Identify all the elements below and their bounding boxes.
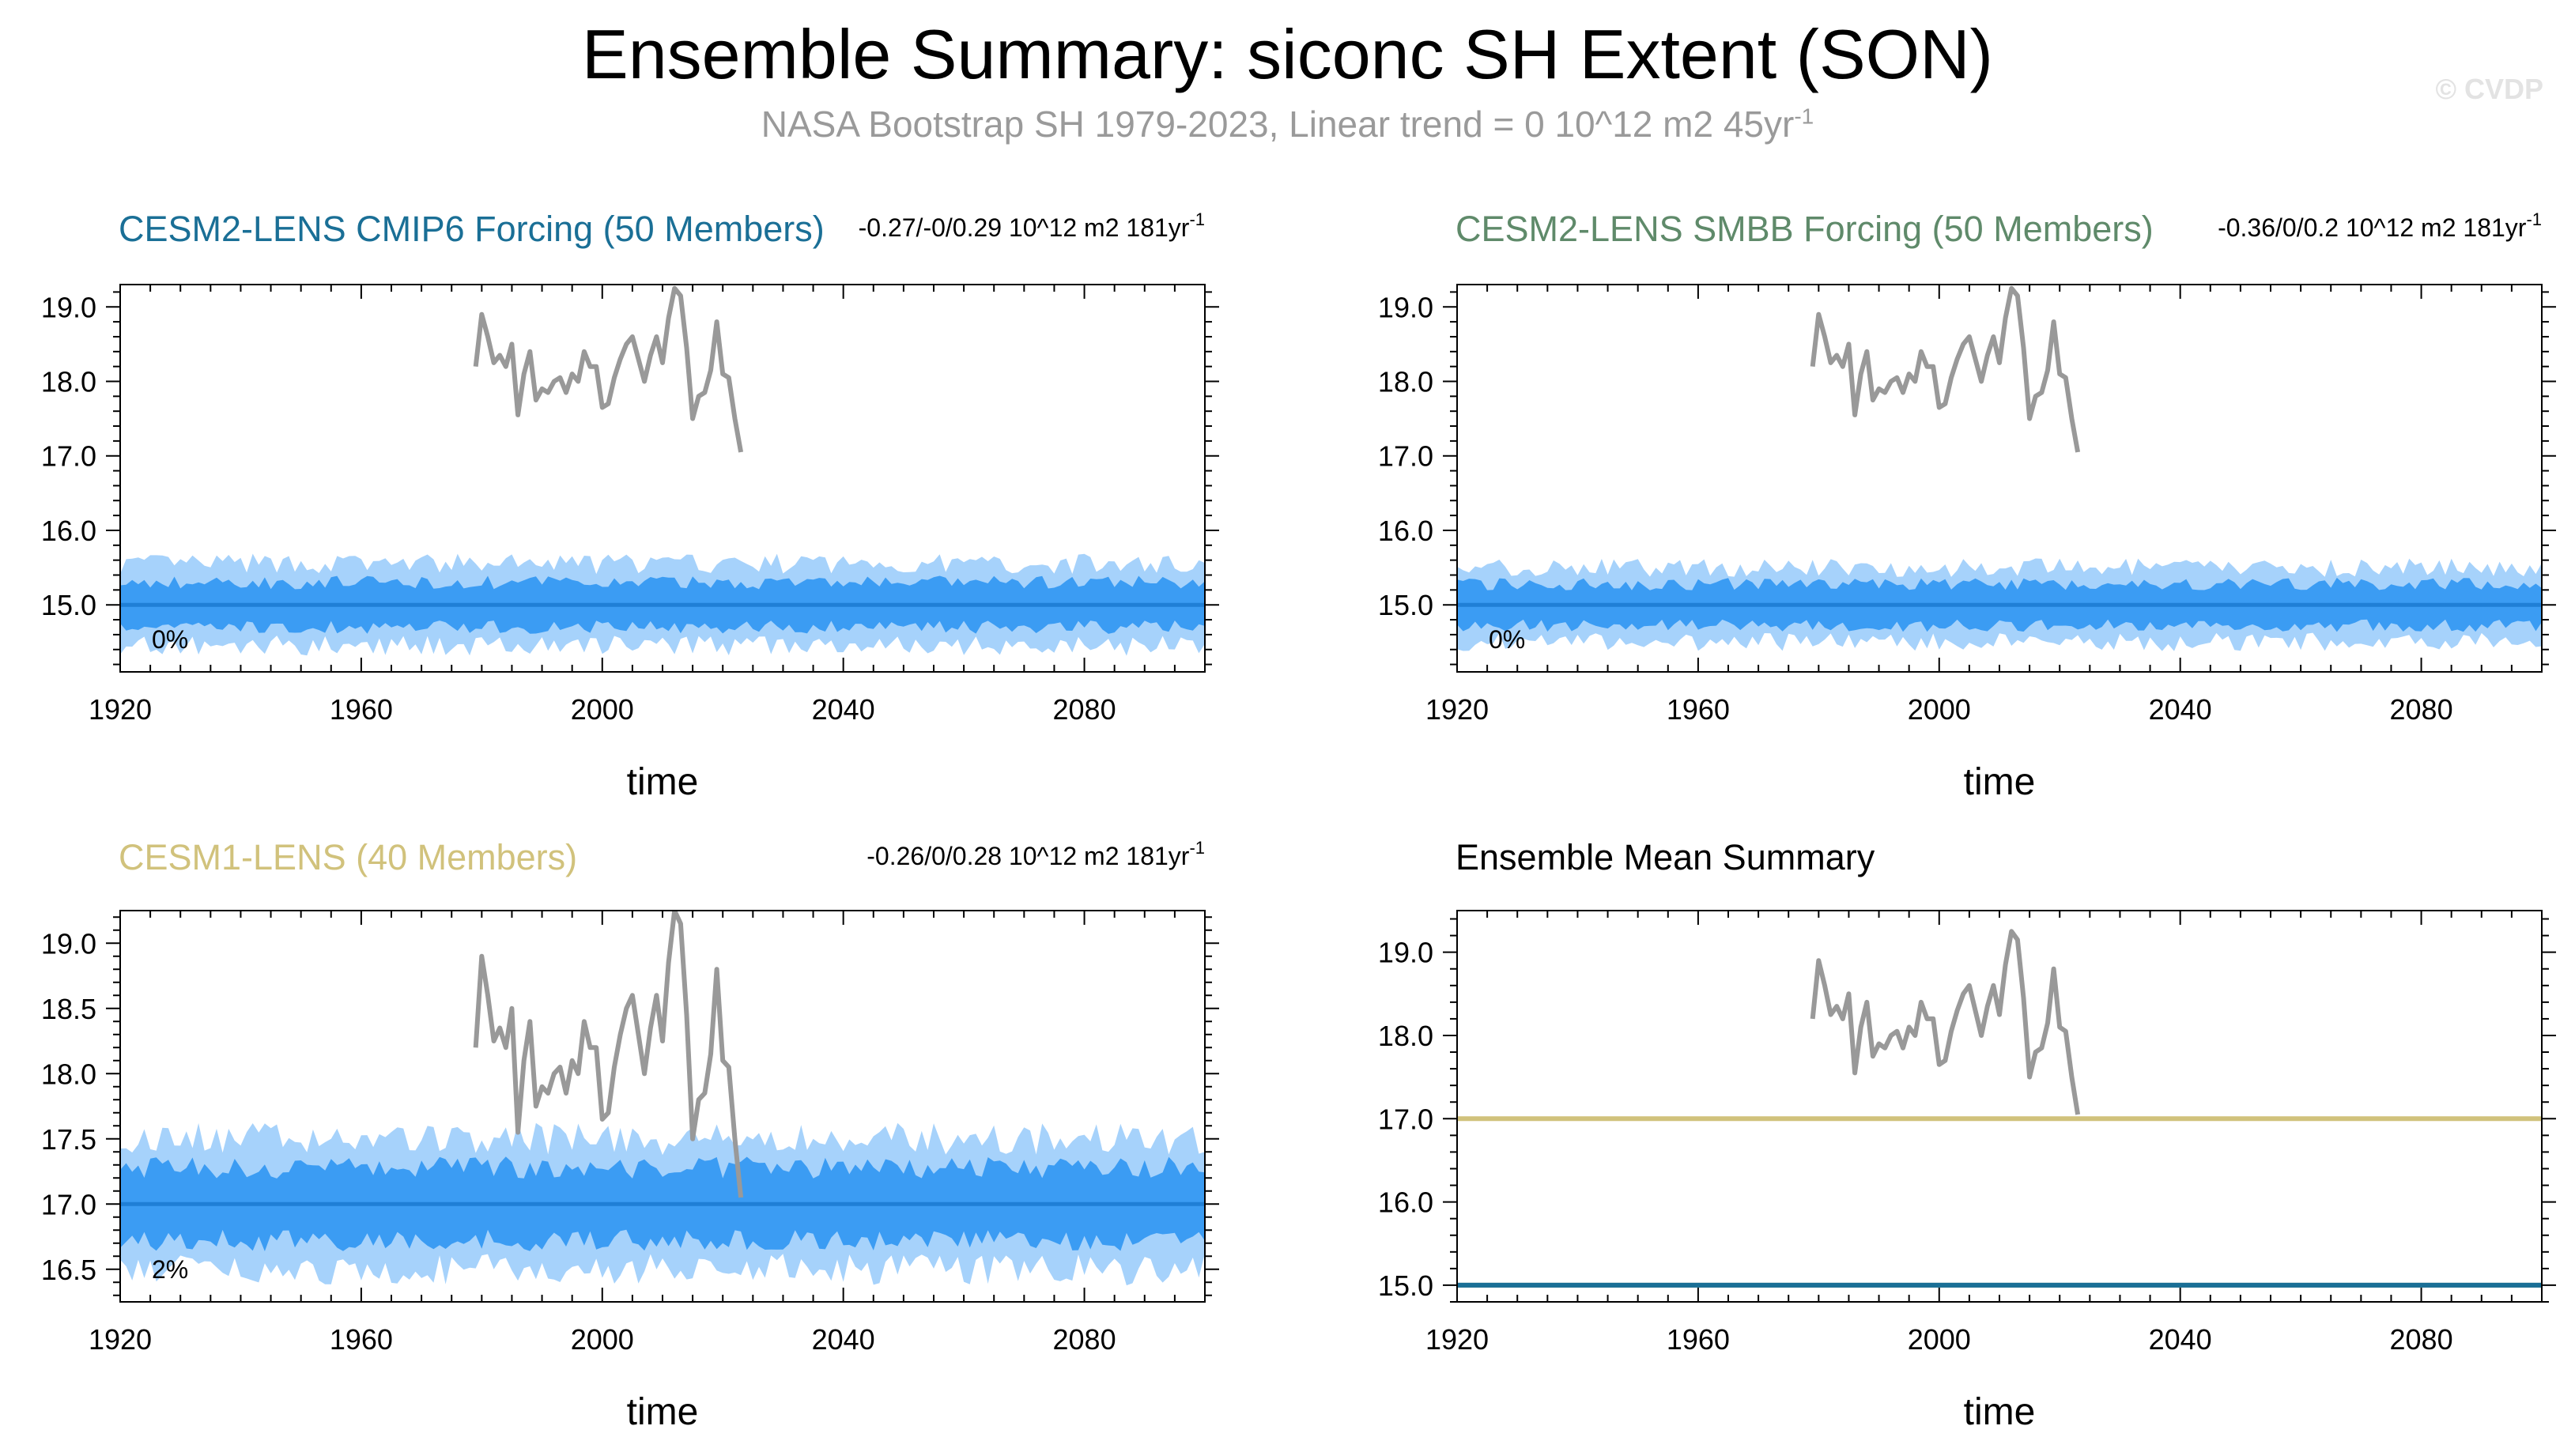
x-axis-label: time <box>1964 1391 2036 1433</box>
percent-label: 0% <box>1489 625 1525 654</box>
x-tick-label: 1920 <box>89 1323 152 1356</box>
panel-trend-stats: -0.27/-0/0.29 10^12 m2 181yr-1 <box>859 209 1205 242</box>
x-tick-label: 2080 <box>1053 693 1116 726</box>
y-tick-label: 19.0 <box>41 291 96 323</box>
panel-title: CESM1-LENS (40 Members) <box>119 837 577 877</box>
y-tick-label: 16.0 <box>1378 515 1433 547</box>
x-axis-label: time <box>627 761 699 803</box>
x-tick-label: 2000 <box>571 693 634 726</box>
percent-label: 2% <box>152 1255 188 1284</box>
figure-subtitle: NASA Bootstrap SH 1979-2023, Linear tren… <box>0 103 2575 145</box>
observations-line <box>473 285 744 453</box>
panel-title: CESM2-LENS SMBB Forcing (50 Members) <box>1456 209 2154 249</box>
panel-p3: 1920 1960 2000 2040 2080 16.5 17.0 17.5 18.0 18.5… <box>41 837 1219 1433</box>
panel-trend-stats: -0.26/0/0.28 10^12 m2 181yr-1 <box>867 838 1205 870</box>
observations-line <box>1810 285 2081 453</box>
subtitle-text: NASA Bootstrap SH 1979-2023, Linear tren… <box>761 104 1795 145</box>
panel-title: CESM2-LENS CMIP6 Forcing (50 Members) <box>119 209 825 249</box>
x-tick-label: 2040 <box>2149 693 2212 726</box>
y-tick-label: 15.0 <box>1378 1269 1433 1302</box>
y-tick-label: 17.5 <box>41 1123 96 1156</box>
y-tick-label: 18.5 <box>41 993 96 1025</box>
x-tick-label: 2080 <box>1053 1323 1116 1356</box>
y-tick-label: 19.0 <box>1378 937 1433 969</box>
observations-line <box>473 911 744 1198</box>
x-tick-label: 1960 <box>1667 1323 1730 1356</box>
y-tick-label: 15.0 <box>41 589 96 621</box>
x-tick-label: 1920 <box>1425 1323 1489 1356</box>
plot-area <box>1457 929 2542 1288</box>
panel-p1: 1920 1960 2000 2040 2080 15.0 16.0 17.0 18.0 19.0… <box>41 209 1219 803</box>
y-tick-label: 17.0 <box>1378 440 1433 473</box>
x-tick-label: 2080 <box>2390 693 2453 726</box>
y-tick-label: 19.0 <box>1378 291 1433 323</box>
x-tick-label: 2040 <box>812 1323 875 1356</box>
panel-p4: 1920 1960 2000 2040 2080 15.0 16.0 17.0 18.0 19.0… <box>1378 837 2556 1433</box>
percent-label: 0% <box>152 625 188 654</box>
y-tick-label: 15.0 <box>1378 589 1433 621</box>
y-tick-label: 17.0 <box>41 1188 96 1220</box>
x-tick-label: 2080 <box>2390 1323 2453 1356</box>
plot-area <box>120 911 1205 1286</box>
y-tick-label: 16.0 <box>1378 1186 1433 1219</box>
x-tick-label: 1920 <box>89 693 152 726</box>
x-axis-label: time <box>627 1391 699 1433</box>
x-tick-label: 1960 <box>1667 693 1730 726</box>
cvdp-watermark: © CVDP <box>2435 73 2543 105</box>
y-tick-label: 16.0 <box>41 515 96 547</box>
plot-area <box>1457 285 2542 651</box>
y-tick-label: 18.0 <box>41 1058 96 1090</box>
x-tick-label: 2040 <box>812 693 875 726</box>
y-tick-label: 18.0 <box>1378 366 1433 398</box>
plot-frame <box>1456 910 2543 1303</box>
x-tick-label: 1960 <box>330 693 393 726</box>
figure-title: Ensemble Summary: siconc SH Extent (SON) <box>582 15 1993 93</box>
observations-line <box>1810 929 2081 1115</box>
plot-area <box>120 285 1205 656</box>
panel-p2: 1920 1960 2000 2040 2080 15.0 16.0 17.0 18.0 19.0… <box>1378 209 2556 803</box>
x-tick-label: 1960 <box>330 1323 393 1356</box>
x-tick-label: 2040 <box>2149 1323 2212 1356</box>
x-tick-label: 1920 <box>1425 693 1489 726</box>
x-tick-label: 2000 <box>1908 693 1971 726</box>
y-tick-label: 17.0 <box>41 440 96 473</box>
x-tick-label: 2000 <box>1908 1323 1971 1356</box>
x-axis-label: time <box>1964 761 2036 803</box>
panel-trend-stats: -0.36/0/0.2 10^12 m2 181yr-1 <box>2218 209 2542 242</box>
subtitle-superscript: -1 <box>1794 104 1814 129</box>
y-tick-label: 18.0 <box>41 366 96 398</box>
x-tick-label: 2000 <box>571 1323 634 1356</box>
y-tick-label: 19.0 <box>41 927 96 960</box>
y-tick-label: 18.0 <box>1378 1020 1433 1052</box>
y-tick-label: 16.5 <box>41 1254 96 1286</box>
panel-title: Ensemble Mean Summary <box>1456 837 1875 877</box>
y-tick-label: 17.0 <box>1378 1103 1433 1135</box>
